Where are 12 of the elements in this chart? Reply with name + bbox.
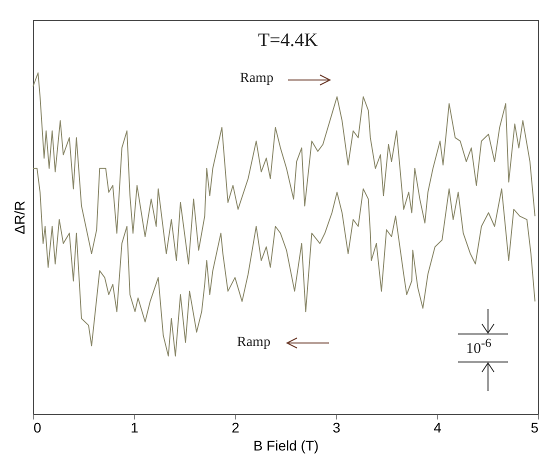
x-axis-title: B Field (T) <box>253 438 319 454</box>
annotation: Ramp <box>237 335 270 351</box>
x-tick-label: 5 <box>530 420 539 436</box>
x-tick-label: 4 <box>434 420 442 436</box>
y-axis-title: ΔR/R <box>12 200 28 234</box>
text: T=4.4K <box>258 30 318 52</box>
x-tick-label: 0 <box>34 420 42 436</box>
annotation: Ramp <box>240 71 274 87</box>
x-tick-label: 2 <box>232 420 240 436</box>
x-tick-label: 3 <box>332 420 341 436</box>
annotation: 10$^{-6}$ <box>466 336 492 358</box>
x-tick-label: 1 <box>130 420 139 436</box>
